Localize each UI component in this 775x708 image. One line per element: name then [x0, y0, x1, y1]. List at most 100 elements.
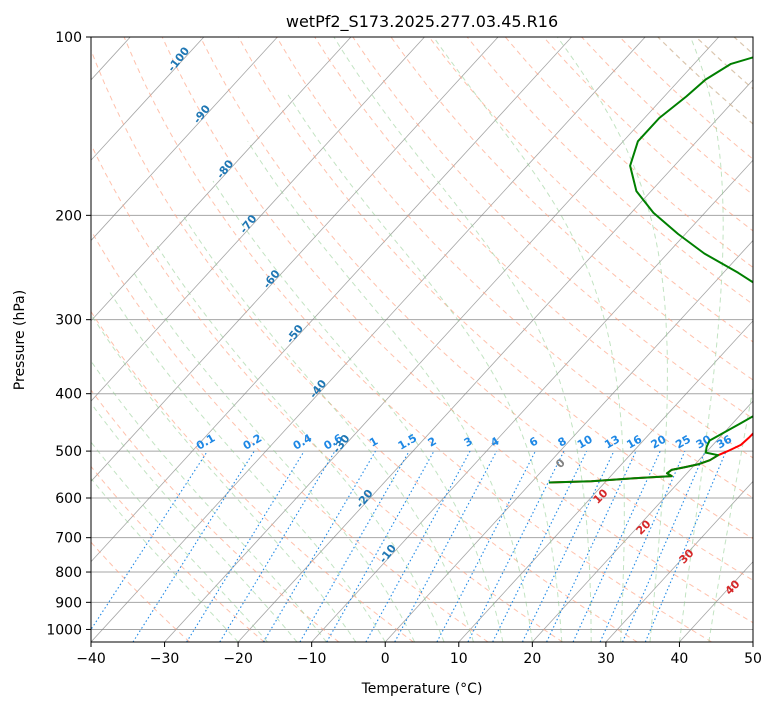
isotherm-line — [0, 37, 57, 642]
dry-adiabat-line — [390, 37, 753, 381]
dry-adiabat-line — [161, 37, 753, 624]
mixing-ratio-label: 8 — [556, 435, 569, 450]
y-tick-label: 800 — [55, 565, 82, 581]
isotherm-line — [91, 37, 499, 482]
mixing-ratio-label: 30 — [694, 432, 714, 451]
x-tick-label: −10 — [297, 651, 327, 667]
y-tick-label: 1000 — [46, 622, 82, 638]
x-tick-label: 50 — [744, 651, 762, 667]
isotherm-line — [458, 320, 753, 642]
isotherm-label: -10 — [377, 542, 400, 566]
isotherm-label: -20 — [353, 487, 376, 511]
y-tick-label: 500 — [55, 444, 82, 460]
isotherm-line — [311, 159, 753, 642]
mixing-ratio-label: 0.2 — [241, 432, 264, 453]
mixing-ratio-line — [572, 450, 661, 642]
isotherm-label: -50 — [284, 322, 307, 346]
isotherm-line — [91, 37, 205, 161]
moist-adiabat-line — [212, 180, 504, 642]
dry-adiabat-line — [276, 37, 753, 499]
x-axis-title: Temperature (°C) — [361, 681, 483, 697]
dry-adiabat-line — [428, 37, 753, 343]
moist-adiabat-line — [708, 385, 753, 642]
dry-adiabat-line — [91, 465, 265, 642]
mixing-ratio-line — [186, 450, 305, 642]
dry-adiabat-line — [91, 229, 489, 642]
moist-adiabat-line — [247, 141, 533, 642]
plot-frame — [90, 36, 754, 643]
dry-adiabat-label: 0 — [553, 456, 568, 471]
isotherm-line — [605, 480, 753, 642]
dry-adiabat-label: 40 — [723, 577, 743, 597]
mixing-ratio-line — [599, 450, 686, 642]
dry-adiabat-line — [91, 541, 190, 642]
moist-adiabat-line — [333, 37, 592, 642]
isotherm-line — [91, 37, 572, 563]
isotherm-line — [91, 37, 646, 642]
mixing-ratio-line — [394, 450, 498, 642]
isotherm-line — [384, 239, 753, 642]
background-lines — [0, 37, 753, 642]
moist-adiabat-line — [91, 441, 268, 642]
mixing-ratio-line — [91, 450, 208, 631]
dry-adiabat-line — [123, 37, 712, 642]
dry-adiabat-label: 20 — [634, 517, 654, 537]
dry-adiabat-label: 10 — [591, 486, 611, 506]
axis-ticks: −40 −30 −20 −10 0 10 20 30 40 5010020030040050060… — [46, 30, 762, 667]
mixing-ratio-label: 10 — [575, 432, 595, 451]
isotherm-label: -40 — [307, 377, 330, 401]
mixing-ratio-label: 0.4 — [291, 431, 315, 452]
dry-adiabat-line — [504, 37, 753, 269]
mixing-ratio-line — [521, 450, 615, 642]
mixing-ratio-line — [263, 450, 376, 642]
isotherm-label: -100 — [165, 44, 192, 74]
mixing-ratio-line — [326, 450, 435, 642]
y-tick-label: 900 — [55, 595, 82, 611]
mixing-ratio-label: 1.5 — [396, 432, 419, 453]
moist-adiabat-line — [109, 292, 386, 642]
mixing-ratio-line — [467, 450, 565, 642]
isotherm-line — [237, 79, 753, 642]
mixing-ratio-line — [219, 450, 336, 642]
moist-adiabat-line — [678, 37, 724, 642]
isotherm-line — [752, 641, 753, 642]
dry-adiabat-line — [581, 37, 753, 196]
x-tick-label: −40 — [76, 651, 106, 667]
mixing-ratio-label: 16 — [624, 432, 644, 451]
isotherm-label: -90 — [191, 102, 214, 126]
dry-adiabat-line — [733, 37, 753, 55]
y-tick-label: 700 — [55, 531, 82, 547]
mixing-ratio-label: 6 — [527, 434, 540, 449]
mixing-ratio-line — [546, 450, 637, 642]
moist-adiabat-line — [556, 37, 668, 642]
y-tick-label: 600 — [55, 491, 82, 507]
dry-adiabat-line — [543, 37, 753, 232]
x-tick-label: 40 — [671, 651, 689, 667]
y-tick-label: 300 — [55, 313, 82, 329]
mixing-ratio-line — [299, 450, 410, 642]
dry-adiabat-line — [619, 37, 753, 160]
isotherm-line — [91, 37, 425, 402]
x-tick-label: 20 — [523, 651, 541, 667]
mixing-ratio-line — [644, 450, 727, 642]
isotherm-label: -80 — [214, 157, 237, 181]
x-tick-label: −30 — [150, 651, 180, 667]
dewpoint-line — [548, 56, 753, 484]
dry-adiabat-line — [91, 310, 414, 642]
isotherm-line — [679, 561, 753, 642]
moist-adiabat-line — [133, 272, 416, 642]
y-tick-label: 100 — [55, 30, 82, 46]
x-tick-label: −20 — [223, 651, 253, 667]
y-axis-title: Pressure (hPa) — [12, 290, 28, 390]
x-tick-label: 30 — [597, 651, 615, 667]
mixing-ratio-label: 25 — [673, 433, 693, 452]
chart-title: wetPf2_S173.2025.277.03.45.R16 — [286, 12, 558, 32]
moist-adiabat-line — [91, 360, 327, 642]
mixing-ratio-line — [365, 450, 471, 642]
moist-adiabat-line — [91, 315, 357, 642]
dry-adiabat-line — [91, 143, 563, 642]
x-tick-label: 10 — [450, 651, 468, 667]
mixing-ratio-line — [132, 450, 255, 642]
isotherm-line — [91, 37, 278, 242]
